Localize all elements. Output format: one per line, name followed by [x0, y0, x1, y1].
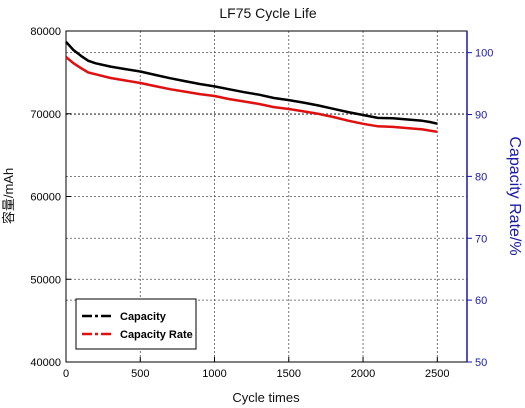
- series-line-capacity-rate: [65, 56, 438, 134]
- grid-lines: [66, 31, 467, 362]
- y-tick-label: 80000: [30, 26, 61, 38]
- y-axis-right: 50 60 70 80 90 100: [466, 31, 493, 369]
- x-tick-label: 2500: [425, 368, 449, 380]
- y2-tick-label: 60: [475, 295, 487, 307]
- y-tick-label: 50000: [30, 274, 61, 286]
- y2-axis-label: Capacity Rate/%: [506, 136, 523, 255]
- y2-tick-label: 50: [475, 357, 487, 369]
- y-axis-left: 40000 50000 60000 70000 80000: [30, 26, 71, 369]
- legend-label-capacity-rate: Capacity Rate: [120, 329, 193, 341]
- x-tick-label: 1000: [202, 368, 226, 380]
- x-axis: 0 500 1000 1500 2000 2500: [63, 357, 450, 380]
- x-tick-label: 500: [131, 368, 149, 380]
- y-tick-label: 60000: [30, 192, 61, 204]
- y-tick-label: 70000: [30, 109, 61, 121]
- y-axis-label: 容量/mAh: [1, 168, 16, 224]
- y2-tick-label: 80: [475, 171, 487, 183]
- legend-box: [75, 298, 197, 350]
- y-tick-label: 40000: [30, 357, 61, 369]
- x-tick-label: 1500: [277, 368, 301, 380]
- legend: Capacity Capacity Rate: [75, 298, 197, 350]
- y2-tick-label: 70: [475, 233, 487, 245]
- chart-title: LF75 Cycle Life: [219, 5, 316, 21]
- x-axis-label: Cycle times: [232, 390, 300, 405]
- x-tick-label: 0: [63, 368, 69, 380]
- series-lines: [65, 40, 438, 134]
- y2-tick-label: 100: [475, 48, 493, 60]
- series-line-capacity: [65, 40, 438, 125]
- y2-tick-label: 90: [475, 110, 487, 122]
- x-tick-label: 2000: [351, 368, 375, 380]
- legend-label-capacity: Capacity: [120, 311, 167, 323]
